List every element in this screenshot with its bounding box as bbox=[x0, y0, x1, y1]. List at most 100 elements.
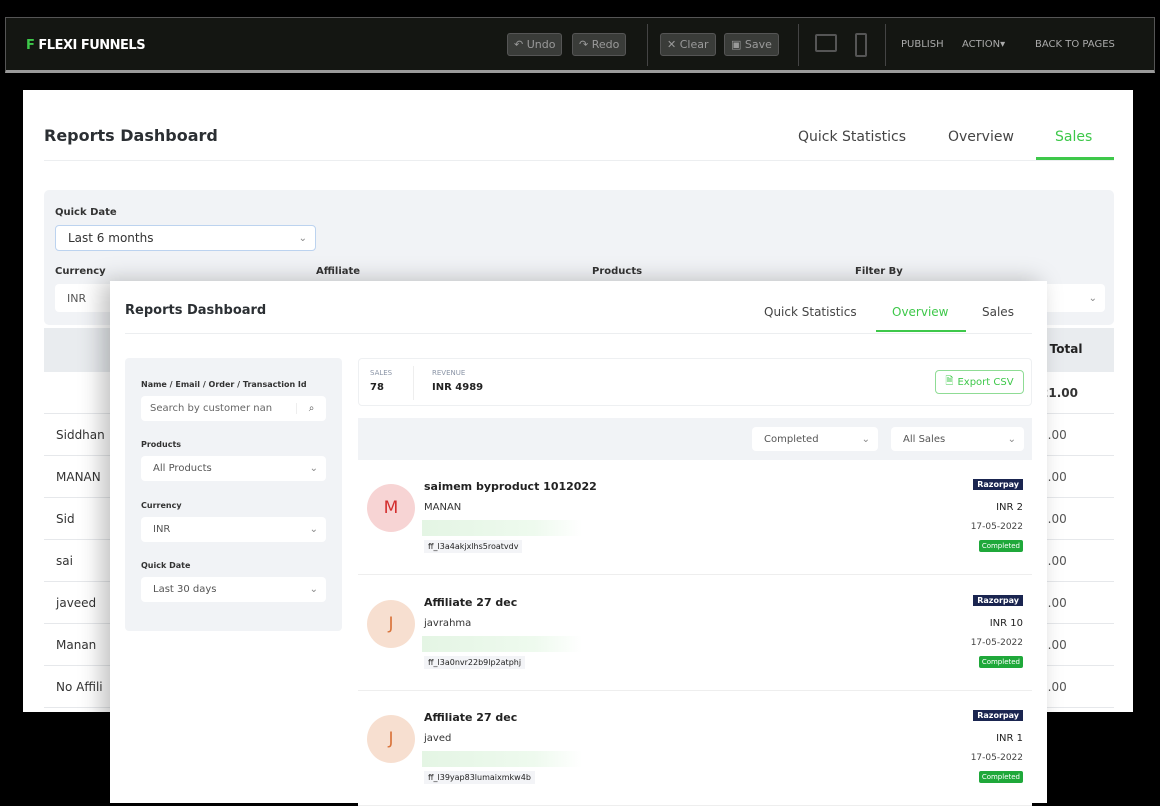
affiliate-name: sai bbox=[56, 553, 73, 568]
save-button[interactable]: ▣ Save bbox=[724, 33, 779, 56]
logo-text: FLEXI FUNNELS bbox=[38, 38, 146, 53]
active-tab-indicator bbox=[1036, 157, 1114, 160]
desktop-view-icon[interactable] bbox=[815, 34, 837, 52]
editor-toolbar bbox=[5, 17, 1155, 73]
tab-sales[interactable]: Sales bbox=[1055, 129, 1093, 145]
divider bbox=[885, 24, 886, 66]
quick-date-label: Quick Date bbox=[55, 207, 117, 218]
chevron-down-icon: ⌄ bbox=[861, 433, 870, 445]
products-select[interactable]: All Products ⌄ bbox=[141, 456, 326, 481]
products-label: Products bbox=[141, 440, 182, 449]
mobile-view-icon[interactable] bbox=[855, 33, 867, 57]
search-input[interactable]: Search by customer nan ⌕ bbox=[141, 396, 326, 421]
total-column-header: ) Total bbox=[1040, 342, 1083, 356]
sale-list-item[interactable]: J Affiliate 27 dec javed ff_l39yap83luma… bbox=[358, 691, 1032, 806]
action-menu[interactable]: ACTION▾ bbox=[962, 39, 1005, 50]
customer-name: MANAN bbox=[424, 502, 462, 513]
undo-button[interactable]: ↶ Undo bbox=[507, 33, 563, 56]
quick-date-value: Last 6 months bbox=[68, 231, 154, 245]
search-placeholder: Search by customer nan bbox=[150, 403, 273, 414]
stats-bar bbox=[358, 358, 1032, 406]
redo-button[interactable]: ↷ Redo bbox=[572, 33, 627, 56]
chevron-down-icon: ⌄ bbox=[1088, 292, 1097, 304]
affiliate-name: No Affili bbox=[56, 679, 103, 694]
sale-date: 17-05-2022 bbox=[970, 753, 1023, 763]
avatar: M bbox=[367, 484, 415, 532]
affiliate-name: Sid bbox=[56, 511, 75, 526]
amount: INR 2 bbox=[996, 502, 1023, 513]
customer-name: javrahma bbox=[424, 617, 472, 629]
affiliate-name: Manan bbox=[56, 637, 97, 652]
export-label: Export CSV bbox=[957, 376, 1014, 388]
sale-list-item[interactable]: M saimem byproduct 1012022 MANAN ff_l3a4… bbox=[358, 460, 1032, 575]
chevron-down-icon: ⌄ bbox=[309, 524, 318, 535]
products-value: All Products bbox=[153, 463, 212, 474]
sale-date: 17-05-2022 bbox=[970, 637, 1023, 648]
search-icon[interactable]: ⌕ bbox=[296, 403, 326, 414]
chevron-down-icon: ⌄ bbox=[298, 232, 307, 244]
affiliate-name: javeed bbox=[56, 595, 97, 610]
quick-date-value: Last 30 days bbox=[153, 584, 217, 595]
tab-quick-statistics[interactable]: Quick Statistics bbox=[764, 305, 857, 319]
currency-select[interactable]: INR ⌄ bbox=[141, 517, 326, 542]
transaction-id: ff_l3a0nvr22b9lp2atphj bbox=[424, 655, 526, 669]
quick-date-select[interactable]: Last 6 months ⌄ bbox=[55, 225, 316, 251]
tab-quick-statistics[interactable]: Quick Statistics bbox=[798, 129, 907, 145]
publish-link[interactable]: PUBLISH bbox=[901, 39, 944, 50]
avatar: J bbox=[367, 599, 415, 648]
currency-label: Currency bbox=[55, 266, 106, 277]
payment-gateway-badge: Razorpay bbox=[973, 479, 1023, 490]
caret-down-icon: ▾ bbox=[1000, 39, 1006, 50]
product-name: Affiliate 27 dec bbox=[424, 711, 518, 724]
sales-value: 78 bbox=[370, 382, 384, 393]
revenue-label: REVENUE bbox=[432, 369, 466, 377]
quick-date-select[interactable]: Last 30 days ⌄ bbox=[141, 577, 326, 602]
page-title: Reports Dashboard bbox=[44, 126, 218, 145]
filter-by-label: Filter By bbox=[855, 266, 903, 277]
tab-overview[interactable]: Overview bbox=[892, 305, 949, 319]
active-tab-indicator bbox=[876, 330, 966, 332]
clear-label: Clear bbox=[679, 38, 709, 51]
type-filter-value: All Sales bbox=[903, 433, 946, 445]
redacted-email bbox=[422, 635, 582, 652]
tab-overview[interactable]: Overview bbox=[948, 129, 1014, 145]
undo-label: Undo bbox=[526, 38, 556, 51]
flexi-funnels-logo[interactable]: F FLEXI FUNNELS bbox=[26, 38, 146, 53]
type-filter-select[interactable]: All Sales ⌄ bbox=[891, 427, 1024, 451]
products-label: Products bbox=[592, 266, 643, 277]
product-name: Affiliate 27 dec bbox=[424, 595, 518, 609]
save-label: Save bbox=[744, 38, 772, 51]
back-to-pages-link[interactable]: BACK TO PAGES bbox=[1035, 39, 1115, 50]
sale-date: 17-05-2022 bbox=[970, 522, 1023, 532]
redo-label: Redo bbox=[591, 38, 620, 51]
currency-label: Currency bbox=[141, 501, 182, 510]
total-value: 21.00 bbox=[1040, 385, 1078, 400]
quick-date-label: Quick Date bbox=[141, 561, 191, 570]
amount: INR 1 bbox=[996, 733, 1023, 744]
divider bbox=[44, 160, 1114, 161]
redacted-email bbox=[422, 751, 582, 767]
flexi-f-logo-icon: F bbox=[26, 38, 35, 53]
status-badge: Completed bbox=[978, 540, 1023, 552]
affiliate-name: Siddhan bbox=[56, 427, 105, 442]
save-icon: ▣ bbox=[731, 38, 742, 51]
action-label: ACTION bbox=[962, 39, 1001, 50]
chevron-down-icon: ⌄ bbox=[1007, 433, 1016, 445]
status-filter-select[interactable]: Completed ⌄ bbox=[752, 427, 878, 451]
amount: INR 10 bbox=[989, 617, 1023, 629]
customer-name: javed bbox=[424, 733, 452, 744]
payment-gateway-badge: Razorpay bbox=[973, 594, 1023, 606]
clear-button[interactable]: ✕ Clear bbox=[660, 33, 716, 56]
sale-list-item[interactable]: J Affiliate 27 dec javrahma ff_l3a0nvr22… bbox=[358, 575, 1032, 691]
payment-gateway-badge: Razorpay bbox=[973, 710, 1023, 721]
divider bbox=[798, 24, 799, 66]
tab-sales[interactable]: Sales bbox=[982, 305, 1014, 319]
status-badge: Completed bbox=[978, 771, 1023, 783]
transaction-id: ff_l39yap83lumaixmkw4b bbox=[424, 771, 535, 784]
product-name: saimem byproduct 1012022 bbox=[424, 480, 597, 493]
export-csv-button[interactable]: 🗎 Export CSV bbox=[935, 370, 1024, 394]
search-label: Name / Email / Order / Transaction Id bbox=[141, 380, 307, 389]
currency-value: INR bbox=[67, 291, 87, 305]
page-title: Reports Dashboard bbox=[125, 303, 267, 318]
redo-icon: ↷ bbox=[579, 38, 589, 51]
